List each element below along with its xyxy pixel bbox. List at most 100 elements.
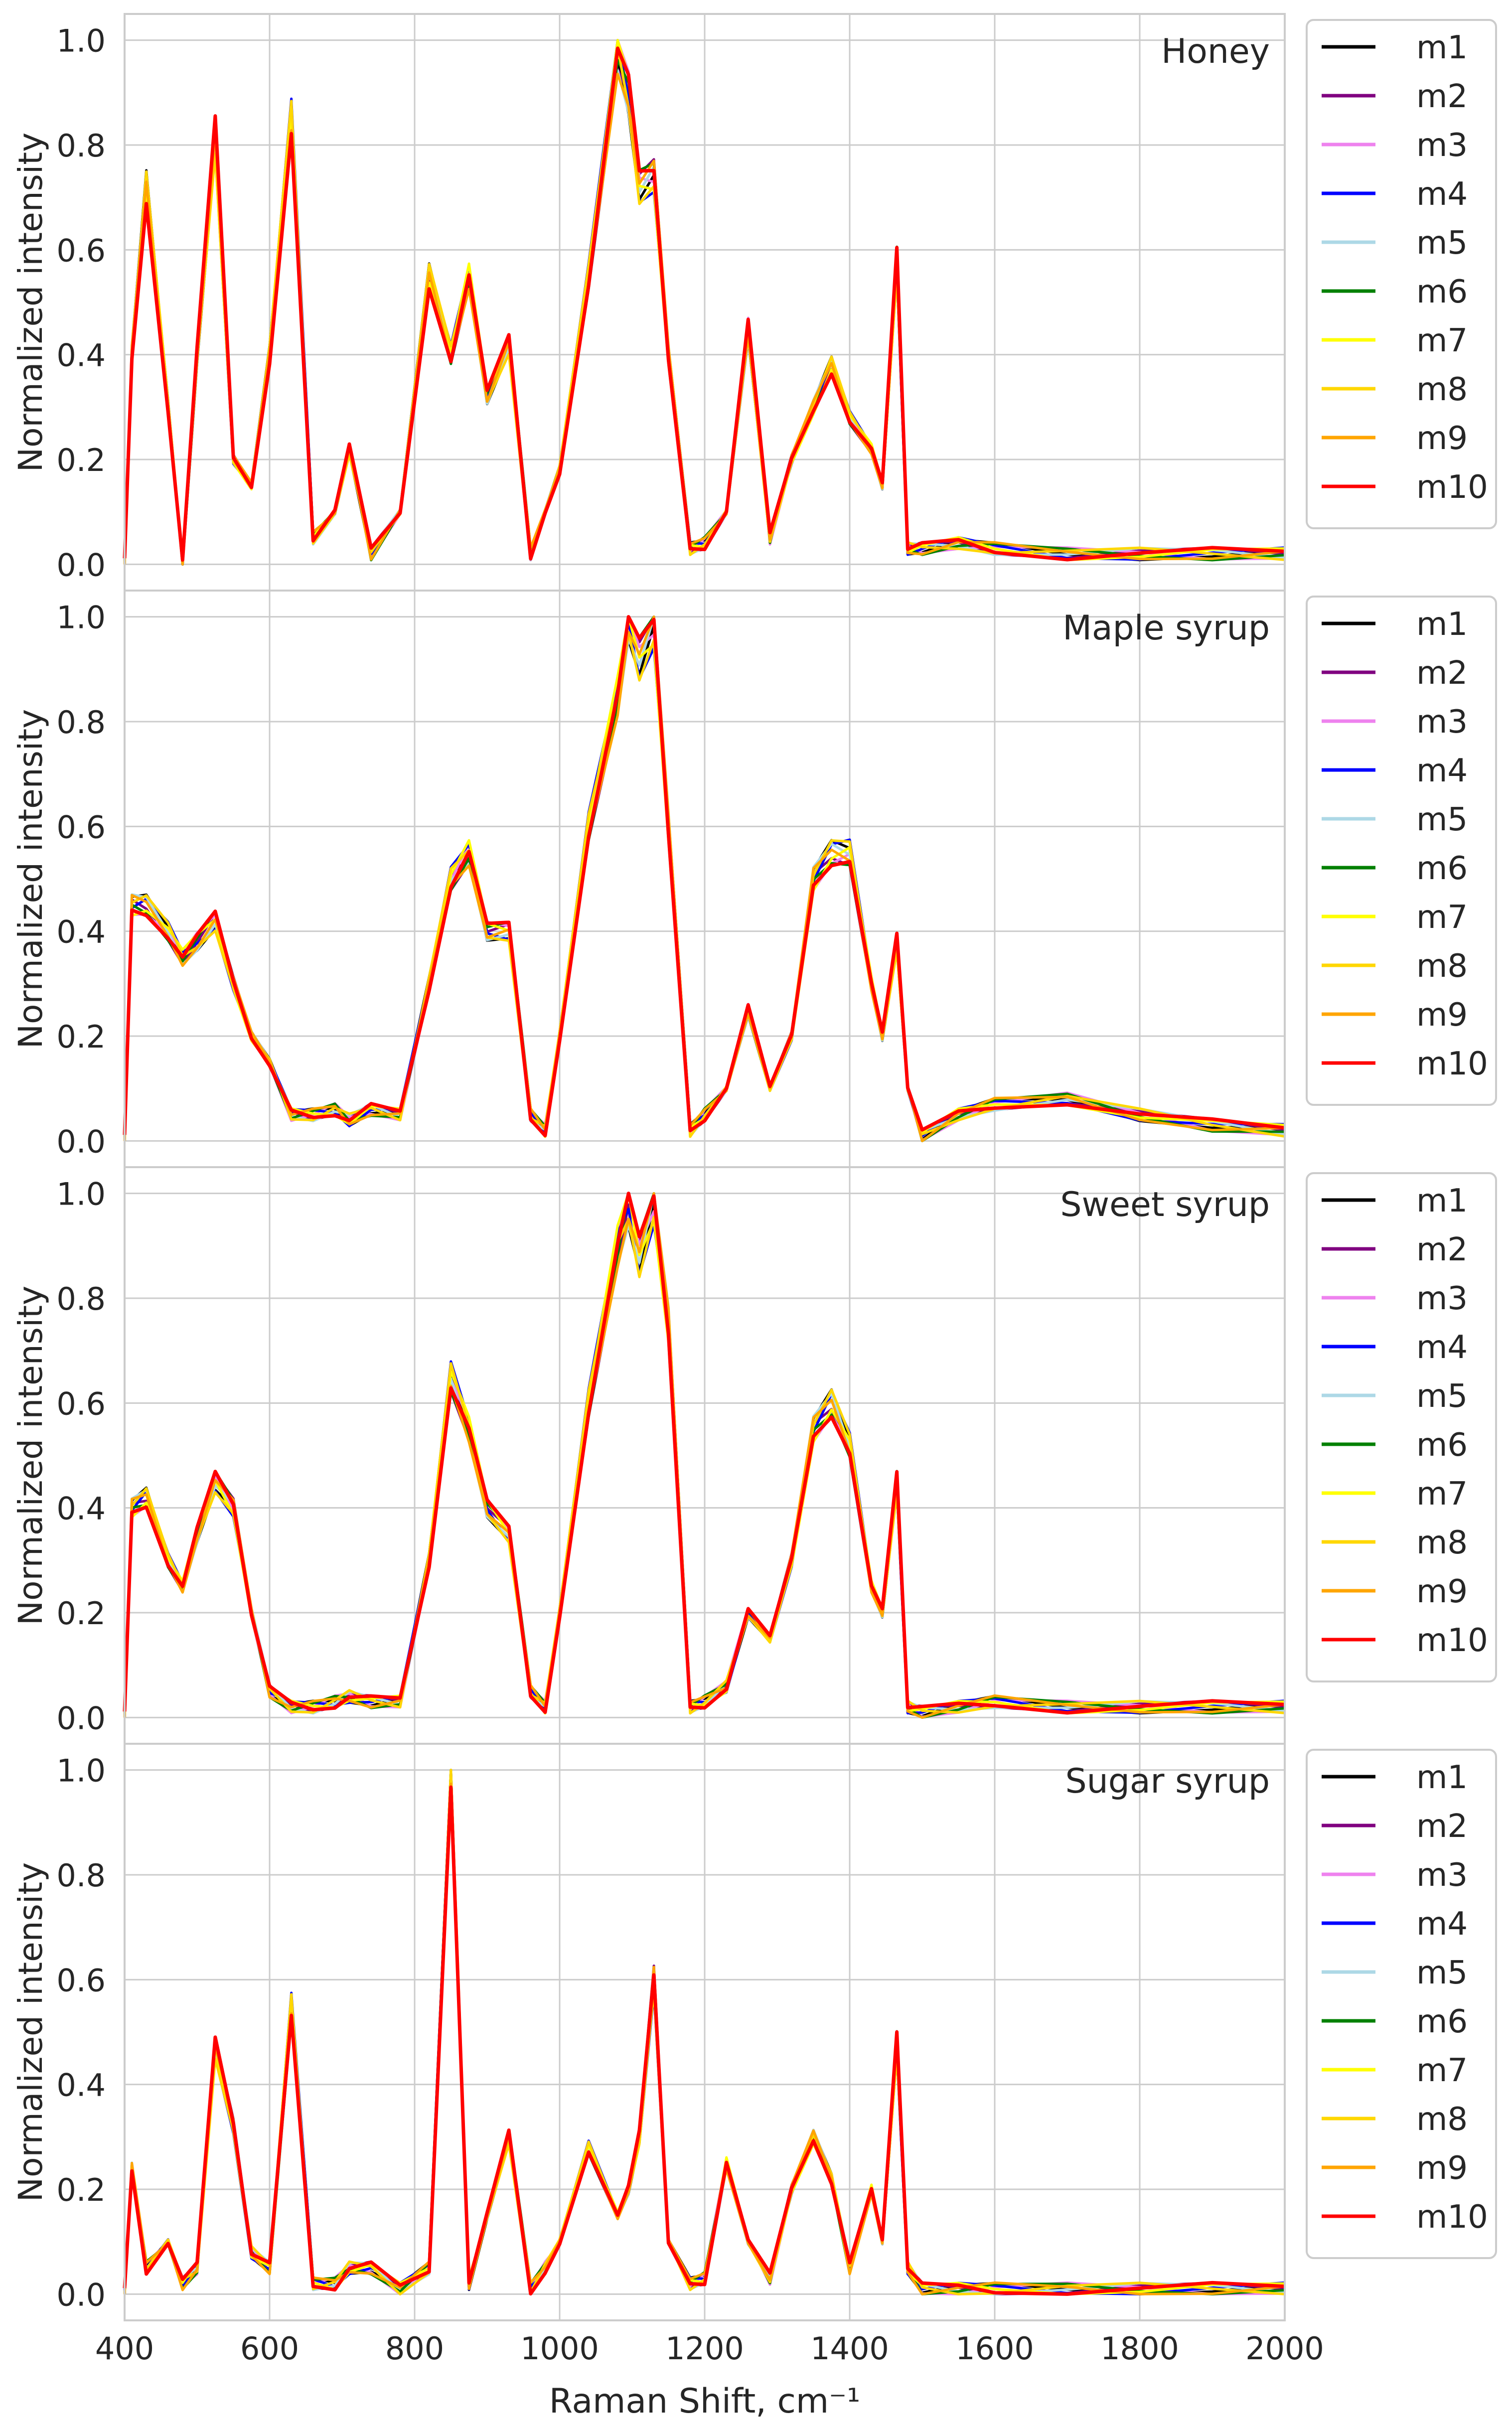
legend-label: m9	[1416, 997, 1468, 1034]
y-tick-label: 1.0	[56, 23, 106, 59]
legend-label: m9	[1416, 1573, 1468, 1610]
legend-frame	[1306, 596, 1497, 1106]
legend-frame	[1306, 19, 1497, 529]
x-tick-label: 1000	[520, 2330, 599, 2367]
legend-label: m7	[1416, 322, 1468, 359]
y-tick-label: 0.0	[56, 547, 106, 583]
legend-label: m5	[1416, 1955, 1468, 1991]
panel-4: 0.0 0.2 0.4 0.6 0.8 1.0 Sugar syrup Normalized …	[11, 1743, 1497, 2367]
y-tick-label: 0.6	[56, 232, 106, 269]
x-axis-title: Raman Shift, cm⁻¹	[549, 2382, 861, 2421]
legend-label: m2	[1416, 78, 1468, 115]
y-axis-label: Normalized intensity	[11, 133, 50, 472]
y-tick-label: 0.8	[56, 704, 106, 741]
x-tick-label: 1400	[810, 2330, 889, 2367]
legend-label: m7	[1416, 899, 1468, 936]
panel-1: 0.0 0.2 0.4 0.6 0.8 1.0 Honey Normalized intens…	[11, 13, 1497, 592]
legend-label: m3	[1416, 1280, 1468, 1317]
x-tick-label: 400	[95, 2330, 154, 2367]
legend-label: m10	[1416, 2199, 1488, 2236]
legend-label: m1	[1416, 1759, 1468, 1796]
y-tick-label: 0.2	[56, 1019, 106, 1055]
y-tick-label: 0.4	[56, 1491, 106, 1527]
panel-2: 0.0 0.2 0.4 0.6 0.8 1.0 Maple syrup Normalized …	[11, 590, 1497, 1168]
series-line-m10	[123, 46, 1285, 562]
y-tick-label: 0.0	[56, 1123, 106, 1160]
legend-frame	[1306, 1172, 1497, 1682]
legend-label: m6	[1416, 1427, 1468, 1464]
y-axis-label: Normalized intensity	[11, 709, 50, 1049]
x-tick-label: 1600	[955, 2330, 1034, 2367]
legend-label: m1	[1416, 1183, 1468, 1219]
legend-label: m4	[1416, 1329, 1468, 1366]
y-tick-label: 0.0	[56, 1700, 106, 1736]
legend: m1 m2 m3 m4 m5 m6 m7 m8 m9 m10	[1306, 19, 1497, 529]
y-tick-label: 0.8	[56, 1281, 106, 1317]
legend-label: m2	[1416, 1231, 1468, 1268]
y-axis-label: Normalized intensity	[11, 1286, 50, 1625]
legend-label: m6	[1416, 274, 1468, 310]
x-tick-label: 1800	[1100, 2330, 1179, 2367]
y-tick-label: 0.0	[56, 2277, 106, 2313]
x-tick-label: 600	[240, 2330, 299, 2367]
legend-label: m4	[1416, 753, 1468, 789]
legend-label: m10	[1416, 1046, 1488, 1082]
series-line-m10	[123, 615, 1285, 1138]
y-tick-label: 0.2	[56, 1595, 106, 1632]
legend-label: m8	[1416, 371, 1468, 408]
y-tick-label: 1.0	[56, 600, 106, 636]
legend-label: m6	[1416, 2003, 1468, 2040]
y-tick-label: 0.4	[56, 337, 106, 374]
legend-label: m7	[1416, 1476, 1468, 1513]
legend-label: m5	[1416, 225, 1468, 262]
legend-label: m3	[1416, 127, 1468, 164]
panel-title: Maple syrup	[1062, 608, 1270, 648]
y-tick-label: 0.6	[56, 1962, 106, 1998]
y-tick-label: 0.8	[56, 128, 106, 164]
legend-label: m9	[1416, 420, 1468, 457]
legend-label: m2	[1416, 655, 1468, 692]
y-tick-label: 0.2	[56, 2172, 106, 2208]
y-tick-label: 0.8	[56, 1857, 106, 1894]
y-tick-label: 0.4	[56, 2067, 106, 2104]
legend-label: m4	[1416, 176, 1468, 213]
legend-label: m6	[1416, 850, 1468, 887]
legend-label: m10	[1416, 1622, 1488, 1659]
legend-label: m8	[1416, 2101, 1468, 2138]
y-tick-label: 0.4	[56, 914, 106, 950]
legend-label: m1	[1416, 606, 1468, 643]
x-tick-label: 800	[385, 2330, 444, 2367]
panel-title: Sweet syrup	[1060, 1185, 1270, 1224]
legend-label: m7	[1416, 2052, 1468, 2089]
legend: m1 m2 m3 m4 m5 m6 m7 m8 m9 m10	[1306, 596, 1497, 1106]
y-tick-label: 0.2	[56, 442, 106, 478]
legend-label: m10	[1416, 469, 1488, 506]
legend-frame	[1306, 1749, 1497, 2259]
panel-frame	[124, 1743, 1286, 2321]
legend-label: m3	[1416, 1857, 1468, 1894]
legend-label: m4	[1416, 1906, 1468, 1943]
y-axis-label: Normalized intensity	[11, 1862, 50, 2202]
panel-3: 0.0 0.2 0.4 0.6 0.8 1.0 Sweet syrup Normalized …	[11, 1166, 1497, 1745]
panel-title: Sugar syrup	[1065, 1762, 1270, 1801]
legend-label: m9	[1416, 2150, 1468, 2187]
y-tick-label: 1.0	[56, 1176, 106, 1213]
panel-title: Honey	[1161, 32, 1270, 71]
series-line-m10	[123, 1192, 1285, 1715]
series-line-m10	[123, 1785, 1285, 2296]
legend-label: m2	[1416, 1808, 1468, 1845]
legend-label: m3	[1416, 704, 1468, 741]
y-tick-label: 0.6	[56, 809, 106, 845]
y-tick-label: 1.0	[56, 1753, 106, 1789]
legend-label: m5	[1416, 801, 1468, 838]
legend-label: m8	[1416, 948, 1468, 985]
x-tick-label: 2000	[1245, 2330, 1324, 2367]
legend-label: m5	[1416, 1378, 1468, 1415]
legend-label: m1	[1416, 29, 1468, 66]
legend: m1 m2 m3 m4 m5 m6 m7 m8 m9 m10	[1306, 1172, 1497, 1682]
panels-layer: 0.0 0.2 0.4 0.6 0.8 1.0 Honey Normalized intens…	[11, 13, 1497, 2367]
legend: m1 m2 m3 m4 m5 m6 m7 m8 m9 m10	[1306, 1749, 1497, 2259]
x-tick-label: 1200	[665, 2330, 744, 2367]
y-tick-label: 0.6	[56, 1385, 106, 1422]
